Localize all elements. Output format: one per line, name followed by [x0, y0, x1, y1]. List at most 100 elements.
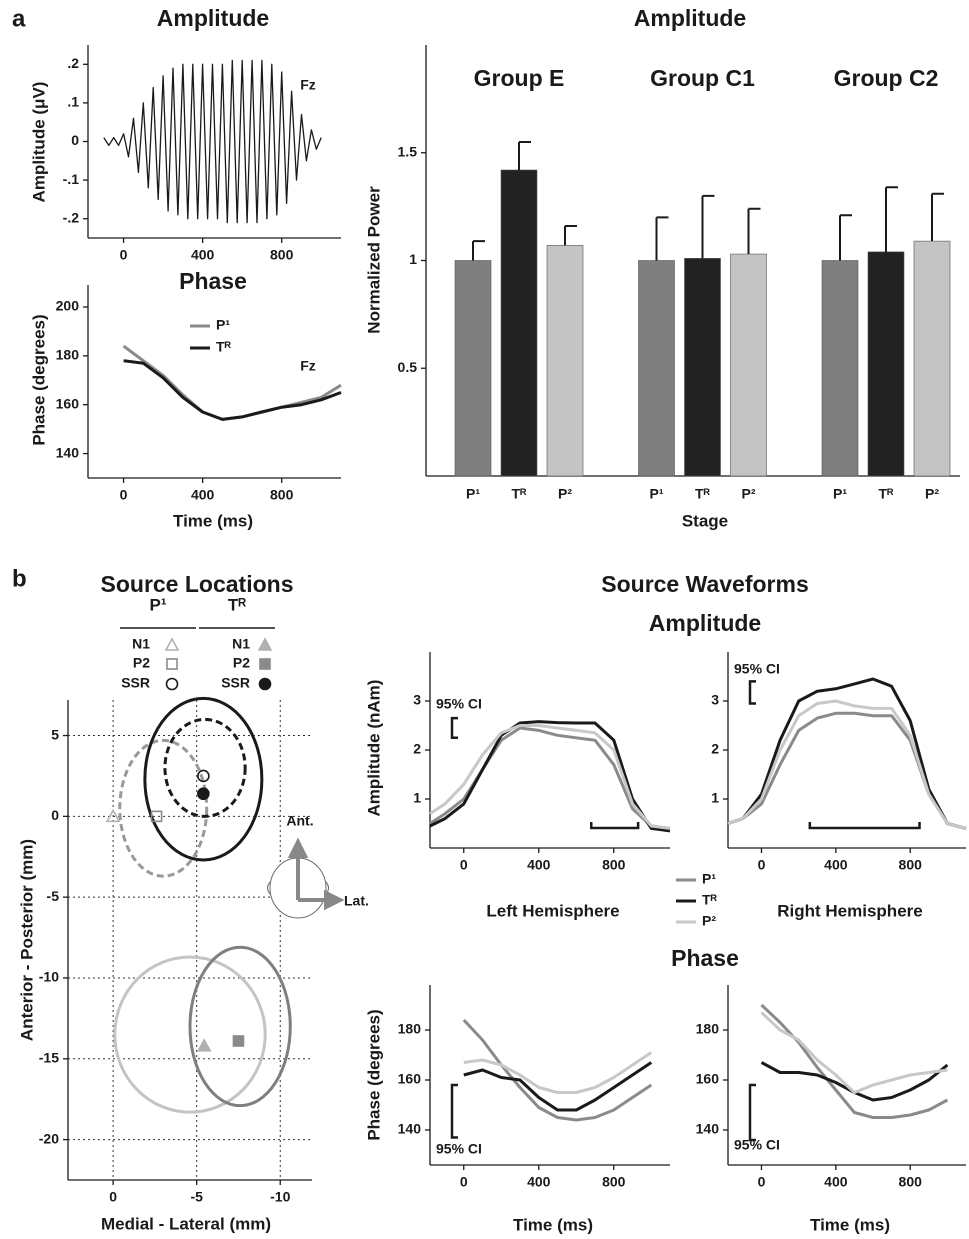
x-tick-label: 800 [899, 1174, 923, 1190]
y-tick-label: 140 [398, 1121, 422, 1137]
error-bar [701, 194, 715, 259]
line-series [760, 1003, 949, 1119]
bar [454, 260, 492, 477]
x-axis-label: Stage [682, 511, 728, 530]
chart-title: Amplitude [634, 5, 746, 31]
y-tick-label: -.2 [63, 209, 80, 225]
y-tick-label: -.1 [63, 171, 80, 187]
orientation-label: Ant. [286, 813, 313, 829]
x-axis-label: Time (ms) [173, 511, 253, 530]
ci-label: 95% CI [734, 1137, 780, 1153]
y-tick-label: -10 [39, 969, 59, 985]
stage-label: P¹ [466, 486, 480, 502]
y-tick-label: -20 [39, 1130, 59, 1146]
source-ellipse [113, 955, 267, 1114]
stage-label: Tᴿ [879, 486, 895, 502]
x-tick-label: 0 [120, 487, 128, 503]
x-tick-label: 400 [824, 857, 848, 873]
line-series [429, 726, 671, 830]
hemisphere-label: Left Hemisphere [486, 901, 619, 920]
section-subtitle: Phase [671, 945, 739, 971]
y-tick-label: -5 [47, 888, 60, 904]
line-series [727, 699, 967, 830]
line-series [760, 1011, 948, 1094]
y-tick-label: .1 [67, 94, 79, 110]
legend-marker [258, 677, 272, 691]
line-series [727, 677, 967, 830]
y-tick-label: 160 [398, 1071, 422, 1087]
x-tick-label: 800 [602, 857, 626, 873]
bar [867, 251, 905, 477]
legend-label: P¹ [216, 317, 230, 333]
legend-label: N1 [132, 636, 150, 652]
error-bar [747, 207, 761, 255]
bar [500, 169, 538, 477]
x-tick-label: -5 [190, 1189, 203, 1205]
y-axis-label: Phase (degrees) [364, 1009, 383, 1140]
panel-label: b [12, 565, 27, 592]
stage-label: Tᴿ [695, 486, 711, 502]
stage-label: P² [742, 486, 756, 502]
stage-label: Tᴿ [512, 486, 528, 502]
chart-title: Amplitude [157, 5, 269, 31]
x-tick-label: 800 [899, 857, 923, 873]
annotation: Fz [300, 358, 316, 374]
legend-marker [259, 658, 271, 670]
y-axis-label: Anterior - Posterior (mm) [17, 839, 36, 1041]
bar [546, 245, 584, 477]
stage-label: P² [925, 486, 939, 502]
error-bar [839, 214, 852, 261]
legend-label: P² [702, 913, 716, 929]
source-ellipse [143, 696, 264, 862]
x-axis-label: Time (ms) [810, 1215, 890, 1234]
error-bar [472, 240, 485, 261]
y-tick-label: 1 [413, 790, 421, 806]
section-title: Source Waveforms [601, 571, 809, 597]
legend-marker [164, 637, 180, 651]
x-axis-label: Medial - Lateral (mm) [101, 1214, 271, 1233]
line-series [463, 1051, 653, 1094]
x-tick-label: 400 [191, 247, 215, 263]
legend-label: Tᴿ [702, 892, 718, 908]
bar [913, 240, 951, 477]
line-series [463, 1061, 653, 1112]
line-series [103, 59, 322, 224]
ci-bracket [748, 1083, 756, 1142]
ci-label: 95% CI [436, 1141, 482, 1157]
source-marker [196, 1038, 212, 1052]
bar [684, 258, 721, 477]
chart-title: Source Locations [101, 571, 294, 597]
line-series [462, 1018, 653, 1122]
y-tick-label: 200 [56, 298, 80, 314]
legend-header: P¹ [150, 595, 167, 614]
x-tick-label: 0 [109, 1189, 117, 1205]
y-tick-label: 5 [51, 726, 59, 742]
bar [730, 253, 767, 477]
y-tick-label: 140 [696, 1121, 720, 1137]
stage-label: P¹ [650, 486, 664, 502]
legend-label: SSR [121, 675, 150, 691]
x-tick-label: 0 [120, 247, 128, 263]
line-series [760, 1061, 949, 1102]
section-subtitle: Amplitude [649, 610, 761, 636]
line-series [429, 720, 671, 833]
y-tick-label: 1.5 [398, 143, 418, 159]
hemisphere-label: Right Hemisphere [777, 901, 922, 920]
y-tick-label: .2 [67, 55, 79, 71]
ci-bracket [748, 680, 756, 705]
line-series [727, 711, 967, 830]
group-label: Group C1 [650, 65, 755, 91]
legend-marker [165, 677, 179, 691]
source-marker [105, 808, 121, 823]
ci-label: 95% CI [436, 696, 482, 712]
y-tick-label: 180 [696, 1021, 720, 1037]
significance-bracket [590, 822, 640, 830]
x-tick-label: 400 [824, 1174, 848, 1190]
x-tick-label: 0 [460, 1174, 468, 1190]
legend-header: Tᴿ [228, 595, 246, 614]
legend-label: SSR [221, 675, 250, 691]
y-tick-label: 1 [711, 790, 719, 806]
y-tick-label: 160 [696, 1071, 720, 1087]
legend-label: P2 [233, 655, 250, 671]
